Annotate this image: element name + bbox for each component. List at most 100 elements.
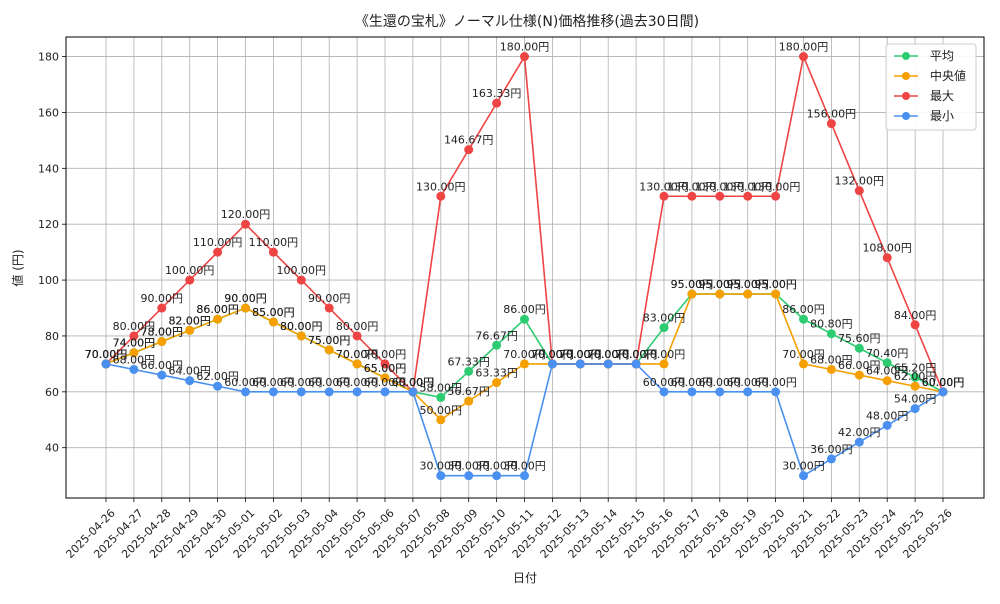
data-label: 80.00円 xyxy=(113,320,156,333)
data-label: 66.00円 xyxy=(838,359,881,372)
data-point xyxy=(436,471,446,481)
data-label: 95.00円 xyxy=(726,278,769,291)
data-label: 48.00円 xyxy=(866,409,909,422)
data-point xyxy=(910,404,920,414)
data-label: 95.00円 xyxy=(699,278,742,291)
data-label: 100.00円 xyxy=(277,264,327,277)
data-label: 60.00円 xyxy=(922,376,965,389)
data-point xyxy=(185,325,195,335)
data-point xyxy=(854,370,864,380)
data-label: 70.00円 xyxy=(615,348,658,361)
y-tick-label: 40 xyxy=(45,442,59,455)
data-point xyxy=(296,387,306,397)
data-label: 60.00円 xyxy=(922,376,965,389)
data-label: 82.00円 xyxy=(168,314,211,327)
data-point xyxy=(241,219,250,229)
data-label: 95.00円 xyxy=(699,278,742,291)
data-point xyxy=(771,289,781,299)
legend-marker xyxy=(902,112,910,120)
data-label: 70.00円 xyxy=(503,348,546,361)
data-label: 70.00円 xyxy=(364,348,407,361)
data-point xyxy=(910,320,920,330)
data-label: 30.00円 xyxy=(475,460,518,473)
data-label: 110.00円 xyxy=(193,236,243,249)
y-tick-label: 180 xyxy=(38,51,59,64)
data-point xyxy=(826,329,836,339)
data-point xyxy=(241,303,250,313)
data-label: 60.00円 xyxy=(754,376,797,389)
legend-box xyxy=(885,43,977,131)
data-point xyxy=(157,337,167,347)
data-point xyxy=(659,359,669,369)
data-label: 95.00円 xyxy=(726,278,769,291)
data-label: 68.00円 xyxy=(113,353,156,366)
y-tick-label: 120 xyxy=(38,218,59,231)
data-label: 146.67円 xyxy=(444,134,494,147)
data-point xyxy=(101,359,111,369)
data-point xyxy=(380,373,390,383)
data-point xyxy=(520,314,529,324)
data-label: 70.00円 xyxy=(615,348,658,361)
data-point xyxy=(715,191,725,201)
data-point xyxy=(910,372,920,382)
data-point xyxy=(268,387,278,397)
data-label: 80.00円 xyxy=(280,320,323,333)
data-label: 60.00円 xyxy=(392,376,435,389)
data-point xyxy=(352,331,362,341)
data-point xyxy=(603,359,613,369)
data-label: 70.00円 xyxy=(531,348,574,361)
data-point xyxy=(213,314,223,324)
data-point xyxy=(213,247,223,257)
data-label: 60.00円 xyxy=(308,376,351,389)
data-label: 60.00円 xyxy=(922,376,965,389)
data-label: 95.00円 xyxy=(754,278,797,291)
data-label: 108.00円 xyxy=(862,242,912,255)
data-label: 120.00円 xyxy=(221,208,271,221)
data-label: 78.00円 xyxy=(141,326,184,339)
data-label: 80.00円 xyxy=(280,320,323,333)
data-point xyxy=(324,345,334,355)
data-label: 62.00円 xyxy=(196,370,239,383)
legend-label: 平均 xyxy=(930,49,954,63)
data-label: 70.00円 xyxy=(615,348,658,361)
y-tick-label: 80 xyxy=(45,330,59,343)
data-point xyxy=(826,119,836,129)
data-label: 85.00円 xyxy=(252,306,295,319)
data-point xyxy=(687,387,697,397)
data-label: 70.00円 xyxy=(85,348,128,361)
legend-marker xyxy=(902,92,910,100)
data-label: 58.00円 xyxy=(420,381,463,394)
data-label: 130.00円 xyxy=(723,180,773,193)
data-label: 130.00円 xyxy=(667,180,717,193)
series-lines xyxy=(101,52,948,481)
y-tick-label: 160 xyxy=(38,106,59,119)
data-label: 70.00円 xyxy=(531,348,574,361)
data-label: 75.00円 xyxy=(308,334,351,347)
data-label: 30.00円 xyxy=(782,460,825,473)
chart-title: 《生還の宝札》ノーマル仕様(N)価格推移(過去30日間) xyxy=(355,14,699,30)
data-point xyxy=(492,340,502,350)
data-point xyxy=(882,253,892,263)
data-label: 70.00円 xyxy=(587,348,630,361)
data-point xyxy=(659,323,669,333)
data-point xyxy=(464,366,474,376)
data-label: 50.00円 xyxy=(420,404,463,417)
data-point xyxy=(185,376,195,386)
data-label: 75.60円 xyxy=(838,332,881,345)
data-label: 90.00円 xyxy=(308,292,351,305)
data-label: 60.00円 xyxy=(224,376,267,389)
data-point xyxy=(771,387,781,397)
data-label: 130.00円 xyxy=(695,180,745,193)
data-label: 83.00円 xyxy=(643,312,686,325)
data-label: 78.00円 xyxy=(141,326,184,339)
data-label: 130.00円 xyxy=(751,180,801,193)
data-point xyxy=(520,52,529,62)
data-label: 82.00円 xyxy=(168,314,211,327)
data-label: 36.00円 xyxy=(810,443,853,456)
data-label: 65.20円 xyxy=(894,361,937,374)
legend-marker xyxy=(902,72,910,80)
data-label: 90.00円 xyxy=(224,292,267,305)
data-point xyxy=(826,454,836,464)
data-label: 65.00円 xyxy=(364,362,407,375)
data-point xyxy=(520,471,529,481)
